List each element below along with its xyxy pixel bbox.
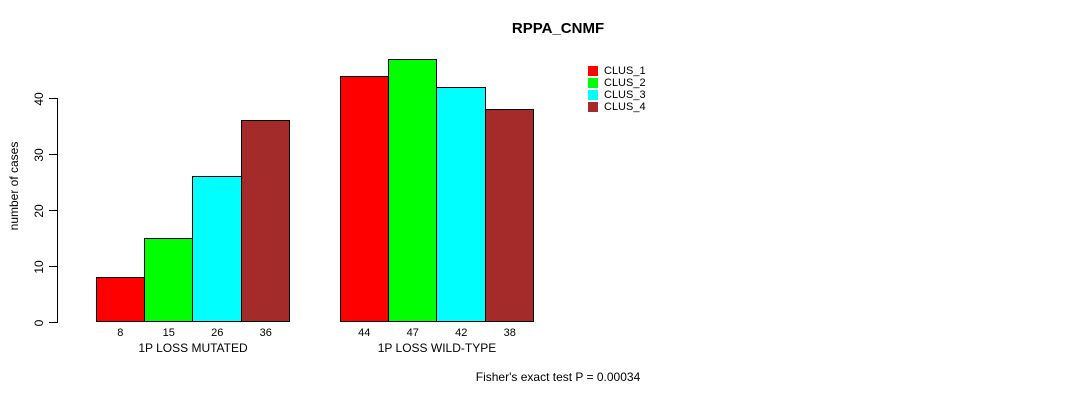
y-tick-mark bbox=[49, 266, 57, 267]
bar-value-label: 42 bbox=[455, 327, 468, 339]
legend-item-clus-3: CLUS_3 bbox=[588, 89, 646, 101]
y-tick-mark bbox=[49, 154, 57, 155]
bar-value-label: 47 bbox=[406, 327, 419, 339]
y-tick-mark bbox=[49, 322, 57, 323]
legend: CLUS_1 CLUS_2 CLUS_3 CLUS_4 bbox=[588, 65, 646, 113]
group-label-1p-loss-wild-type: 1P LOSS WILD-TYPE bbox=[377, 341, 497, 355]
legend-label: CLUS_4 bbox=[604, 101, 646, 113]
bar-value-label: 38 bbox=[503, 327, 516, 339]
bar-value-label: 26 bbox=[211, 327, 224, 339]
legend-swatch-icon bbox=[588, 102, 598, 112]
legend-item-clus-4: CLUS_4 bbox=[588, 101, 646, 113]
y-tick-mark bbox=[49, 210, 57, 211]
group-label-1p-loss-mutated: 1P LOSS MUTATED bbox=[138, 341, 248, 355]
bar-value-label: 44 bbox=[358, 327, 371, 339]
y-tick-label: 40 bbox=[32, 91, 46, 106]
bar-clus-1-1p-loss-wild-type bbox=[340, 75, 389, 322]
legend-swatch-icon bbox=[588, 90, 598, 100]
bar-clus-3-1p-loss-mutated bbox=[192, 176, 242, 322]
bar-clus-3-1p-loss-wild-type bbox=[436, 86, 486, 322]
bar-clus-2-1p-loss-mutated bbox=[143, 238, 193, 322]
y-tick-label: 30 bbox=[32, 147, 46, 162]
y-tick-label: 20 bbox=[32, 203, 46, 218]
y-tick-label: 10 bbox=[32, 259, 46, 274]
y-tick-label: 0 bbox=[32, 319, 46, 326]
bar-clus-2-1p-loss-wild-type bbox=[387, 58, 437, 322]
annotation-text: Fisher's exact test P = 0.00034 bbox=[475, 370, 641, 384]
bar-value-label: 15 bbox=[162, 327, 175, 339]
legend-swatch-icon bbox=[588, 66, 598, 76]
bar-clus-4-1p-loss-mutated bbox=[240, 120, 290, 322]
bar-clus-4-1p-loss-wild-type bbox=[484, 109, 534, 322]
bar-value-label: 36 bbox=[259, 327, 272, 339]
legend-item-clus-2: CLUS_2 bbox=[588, 77, 646, 89]
legend-item-clus-1: CLUS_1 bbox=[588, 65, 646, 77]
bar-value-label: 8 bbox=[117, 327, 124, 339]
bar-clus-1-1p-loss-mutated bbox=[96, 277, 145, 322]
y-tick-mark bbox=[49, 98, 57, 99]
legend-label: CLUS_3 bbox=[604, 89, 646, 101]
y-axis-label: number of cases bbox=[7, 141, 21, 231]
chart-title: RPPA_CNMF bbox=[511, 20, 605, 37]
legend-label: CLUS_2 bbox=[604, 77, 646, 89]
y-axis-line bbox=[57, 98, 58, 323]
legend-swatch-icon bbox=[588, 78, 598, 88]
legend-label: CLUS_1 bbox=[604, 65, 646, 77]
